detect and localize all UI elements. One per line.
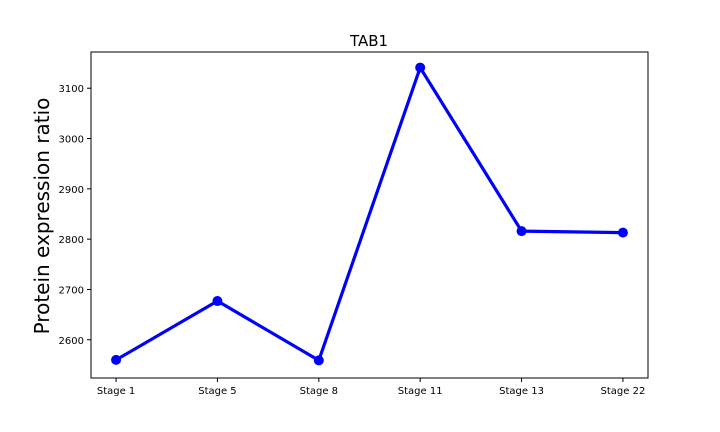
data-point [313,355,324,366]
y-tick-label: 2800 [59,235,84,246]
y-tick-label: 2900 [59,185,84,196]
series-line [114,65,625,362]
data-point [516,226,527,237]
x-tick-label: Stage 8 [300,386,338,397]
data-point [212,296,223,307]
x-tick-label: Stage 13 [499,386,544,397]
x-tick-label: Stage 22 [601,386,646,397]
data-point [415,62,426,73]
y-tick-label: 2700 [59,285,84,296]
y-tick-label: 2600 [59,336,84,347]
chart-title: TAB1 [349,32,388,50]
data-point [617,227,628,238]
y-tick-label: 3000 [59,135,84,146]
y-tick-label: 3100 [59,84,84,95]
y-axis: 2600 2700 2800 2900 3000 3100 [59,84,91,347]
x-tick-label: Stage 11 [398,386,443,397]
y-axis-label: Protein expression ratio [30,98,54,335]
series-group [111,62,628,366]
plot-area [90,51,649,379]
x-axis: Stage 1 Stage 5 Stage 8 Stage 11 Stage 13 Sta… [97,378,645,397]
x-tick-label: Stage 1 [97,386,135,397]
x-tick-label: Stage 5 [198,386,236,397]
data-point [111,354,122,365]
